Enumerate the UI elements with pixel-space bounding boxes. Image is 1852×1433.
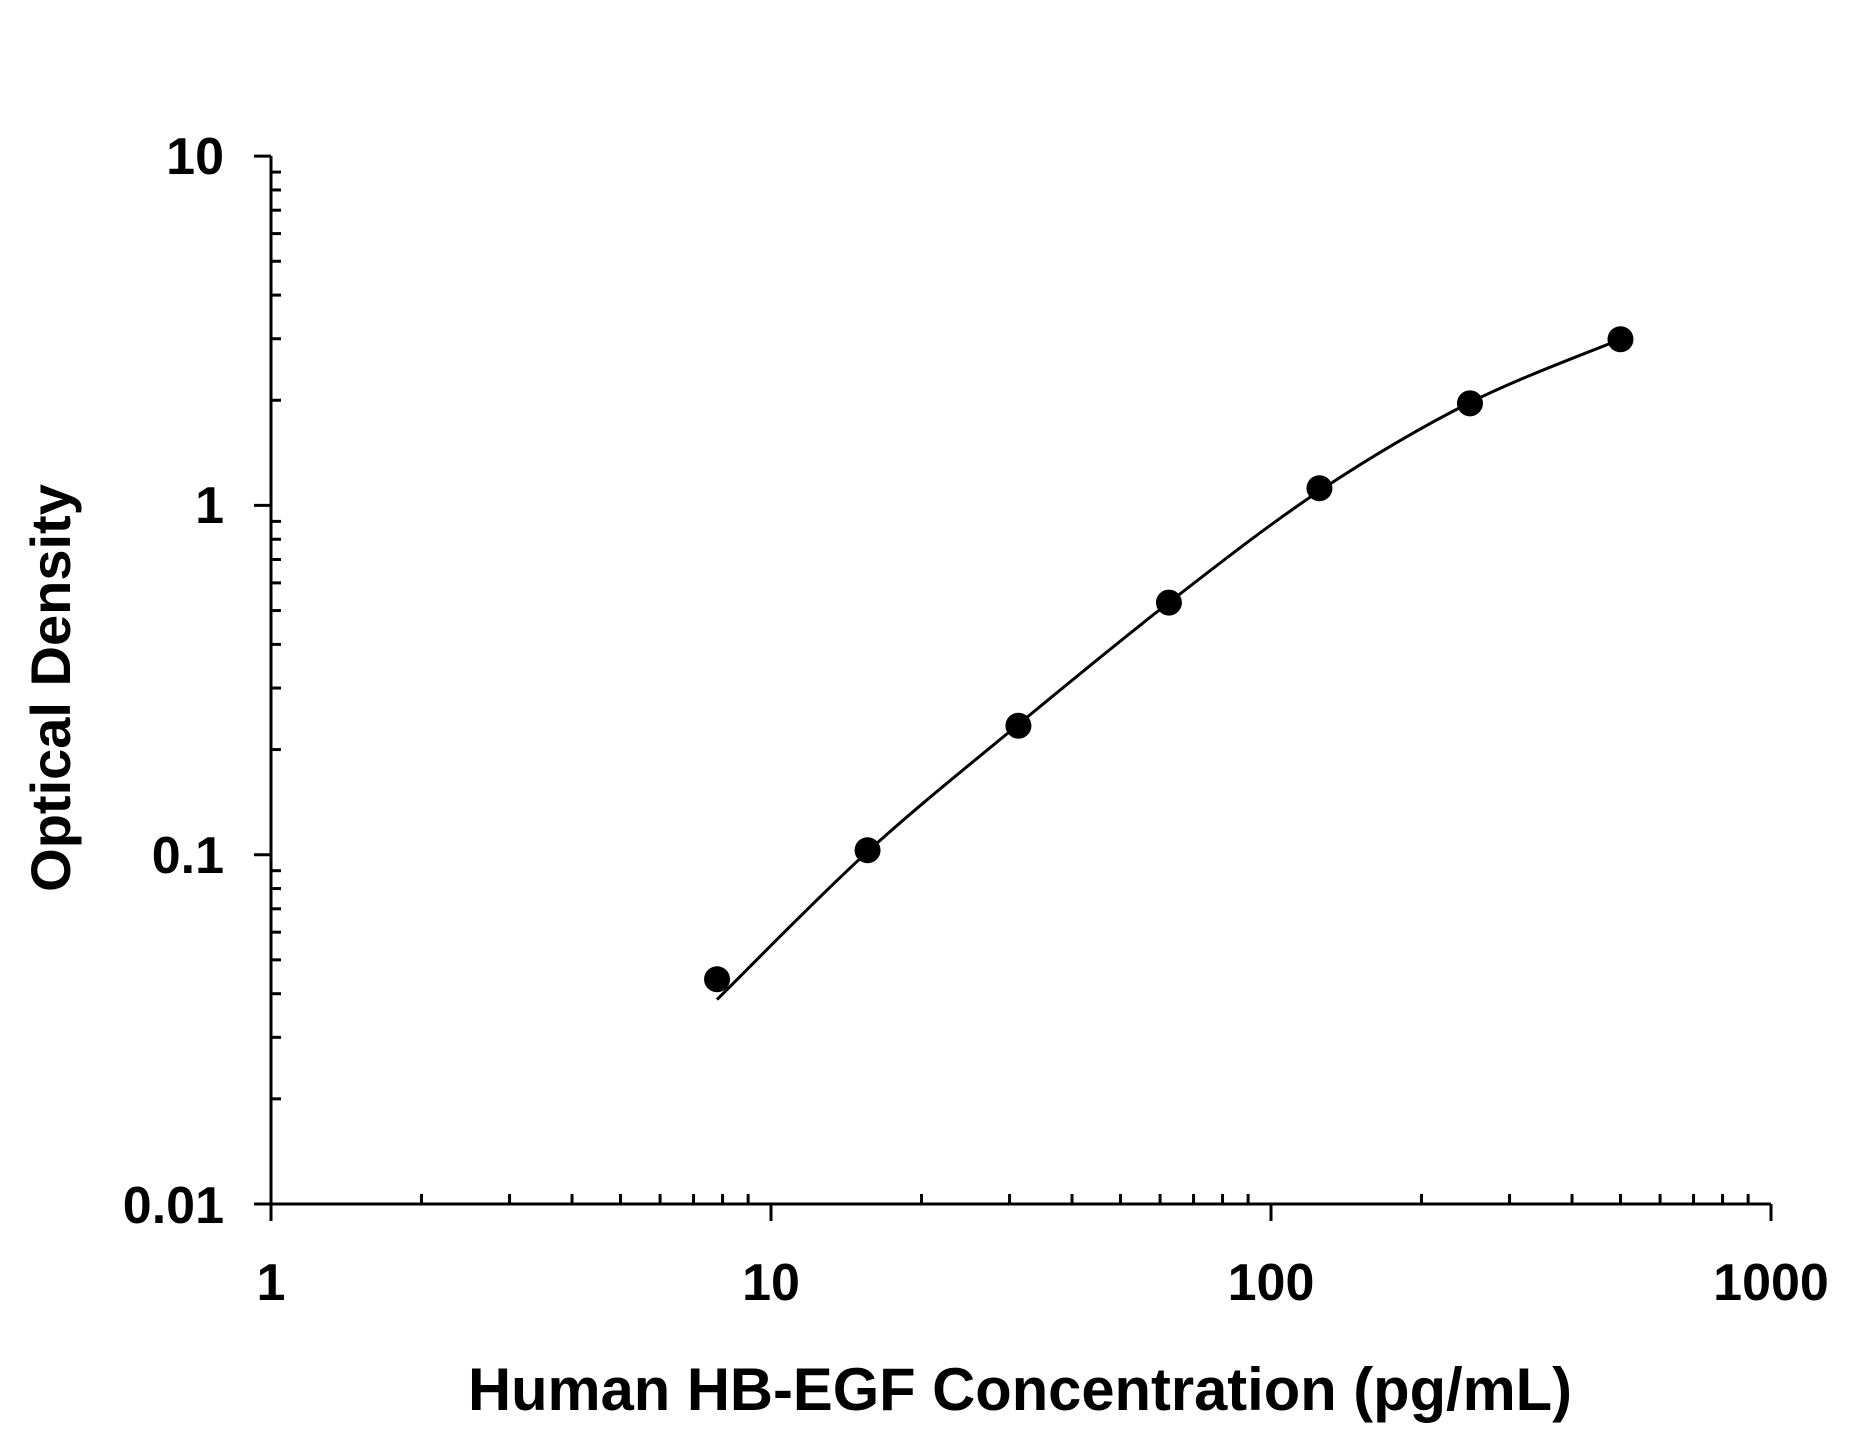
y-axis-title: Optical Density: [19, 484, 82, 892]
x-axis-ticks: [269, 1194, 1773, 1221]
x-tick-label-100: 100: [1228, 1254, 1315, 1312]
data-point-marker: [1607, 326, 1634, 353]
y-tick-labels: 10 1 0.1 0.01: [123, 128, 224, 1235]
data-points: [704, 326, 1634, 993]
x-tick-label-10: 10: [742, 1254, 800, 1312]
y-tick-label-10: 10: [166, 128, 224, 186]
x-tick-label-1: 1: [257, 1254, 286, 1312]
data-point-marker: [1005, 712, 1032, 739]
data-point-marker: [704, 966, 731, 993]
x-tick-label-1000: 1000: [1713, 1254, 1829, 1312]
data-point-marker: [854, 837, 881, 864]
data-point-marker: [1456, 390, 1483, 417]
plot-area: [254, 154, 1773, 1221]
x-tick-labels: 1 10 100 1000: [257, 1254, 1829, 1312]
y-axis-ticks: [254, 154, 281, 1206]
x-axis-title: Human HB-EGF Concentration (pg/mL): [468, 1356, 1572, 1423]
y-tick-label-1: 1: [195, 477, 224, 535]
y-tick-label-0.1: 0.1: [152, 827, 224, 885]
data-point-marker: [1155, 589, 1182, 616]
y-tick-label-0.01: 0.01: [123, 1177, 224, 1235]
fit-curve-line: [715, 337, 1622, 1001]
data-point-marker: [1306, 475, 1333, 502]
